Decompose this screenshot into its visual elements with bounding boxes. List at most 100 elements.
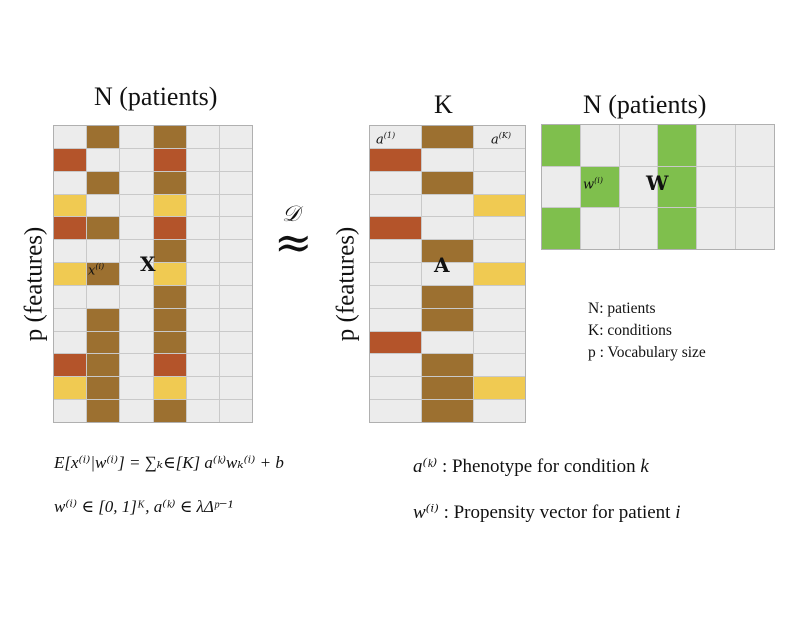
matrix-x-cell xyxy=(120,308,153,331)
matrix-a-cell xyxy=(370,263,421,285)
matrix-x-cell xyxy=(54,285,87,308)
matrix-x-cell-label: x(i) xyxy=(88,262,105,279)
matrix-x-cell xyxy=(186,240,219,263)
matrix-x-cell xyxy=(87,354,120,377)
matrix-x-cell xyxy=(87,148,120,171)
matrix-a-cell xyxy=(474,263,525,285)
matrix-x-cell xyxy=(153,171,186,194)
matrix-w-cell xyxy=(580,125,619,166)
matrix-a-cell xyxy=(370,331,421,354)
matrix-w-cell xyxy=(658,125,697,166)
matrix-x-cell xyxy=(219,148,252,171)
matrix-x-cell xyxy=(219,285,252,308)
matrix-x-cell xyxy=(87,240,120,263)
phenotype-symbol: a⁽ᵏ⁾ xyxy=(413,456,438,477)
matrix-x-cell xyxy=(153,285,186,308)
matrix-a-cell xyxy=(422,285,473,308)
matrix-x-cell xyxy=(120,400,153,422)
matrix-w-cell xyxy=(542,166,580,208)
phenotype-var: k xyxy=(640,456,649,477)
matrix-x-cell xyxy=(120,148,153,171)
matrix-w-cell xyxy=(697,125,736,166)
legend-item-n: N: patients xyxy=(588,300,656,317)
matrix-x-cell xyxy=(54,400,87,422)
matrix-x-cell xyxy=(153,263,186,285)
matrix-x-cell xyxy=(87,126,120,148)
matrix-x-cell xyxy=(219,400,252,422)
matrix-x-cell xyxy=(87,171,120,194)
matrix-w-cell xyxy=(736,208,774,249)
matrix-w-cell xyxy=(736,166,774,208)
matrix-a-cell xyxy=(422,171,473,194)
matrix-a-cell xyxy=(422,308,473,331)
matrix-w-cell-label: w(i) xyxy=(583,176,603,193)
matrix-x-cell xyxy=(54,377,87,400)
matrix-x-cell xyxy=(153,194,186,217)
matrix-x-cell xyxy=(219,377,252,400)
matrix-x-symbol: X xyxy=(140,252,156,276)
matrix-x-cell xyxy=(153,331,186,354)
matrix-w-cell xyxy=(619,208,658,249)
matrix-x-cell xyxy=(87,308,120,331)
matrix-x-cell xyxy=(219,331,252,354)
matrix-x-cell xyxy=(186,285,219,308)
matrix-x-cell xyxy=(87,263,120,285)
matrix-x-cell xyxy=(219,263,252,285)
matrix-a-cell xyxy=(474,171,525,194)
matrix-x-cell xyxy=(219,308,252,331)
propensity-var: i xyxy=(675,502,681,523)
approx-symbol: ≈ xyxy=(274,215,313,269)
matrix-x-cell xyxy=(120,263,153,285)
legend-item-k: K: conditions xyxy=(588,322,672,339)
a-column-title: K xyxy=(434,90,453,119)
matrix-w-cell xyxy=(619,125,658,166)
matrix-a-cell xyxy=(370,148,421,171)
matrix-a-cell xyxy=(474,148,525,171)
matrix-a-cell xyxy=(422,148,473,171)
w-column-title: N (patients) xyxy=(583,90,707,119)
matrix-x-cell xyxy=(54,240,87,263)
matrix-x-cell xyxy=(219,171,252,194)
matrix-x-cell xyxy=(54,308,87,331)
matrix-a-cell xyxy=(422,400,473,422)
matrix-x-cell xyxy=(120,240,153,263)
matrix-x xyxy=(53,125,253,423)
propensity-text: : Propensity vector for patient xyxy=(443,502,671,523)
matrix-x-cell xyxy=(153,377,186,400)
matrix-a-first-col-label: a(1) xyxy=(376,131,396,148)
matrix-w-cell xyxy=(697,208,736,249)
matrix-x-cell xyxy=(153,308,186,331)
matrix-x-cell xyxy=(219,194,252,217)
matrix-x-cell xyxy=(87,217,120,240)
matrix-a-cell xyxy=(474,377,525,400)
matrix-x-cell xyxy=(186,354,219,377)
phenotype-description: a⁽ᵏ⁾ : Phenotype for condition k xyxy=(413,455,649,478)
matrix-w-cell xyxy=(542,208,580,249)
matrix-a-cell xyxy=(474,240,525,263)
matrix-w-cell xyxy=(658,208,697,249)
matrix-x-cell xyxy=(186,331,219,354)
matrix-x-cell xyxy=(186,263,219,285)
matrix-a-cell xyxy=(422,331,473,354)
matrix-x-cell xyxy=(54,331,87,354)
matrix-a-cell xyxy=(370,308,421,331)
matrix-a-cell xyxy=(370,217,421,240)
matrix-x-cell xyxy=(87,331,120,354)
matrix-x-cell xyxy=(54,263,87,285)
matrix-a-last-col-label: a(K) xyxy=(491,131,512,148)
matrix-a-symbol: A xyxy=(434,253,450,277)
matrix-a-cell xyxy=(422,194,473,217)
matrix-x-cell xyxy=(120,194,153,217)
matrix-w xyxy=(541,124,775,250)
matrix-w-cell xyxy=(736,125,774,166)
matrix-a-cell xyxy=(370,377,421,400)
legend-item-p: p : Vocabulary size xyxy=(588,344,706,361)
matrix-w-cell xyxy=(658,166,697,208)
matrix-a-cell xyxy=(422,263,473,285)
matrix-x-cell xyxy=(153,354,186,377)
matrix-a-cell xyxy=(370,400,421,422)
matrix-a xyxy=(369,125,526,423)
matrix-x-cell xyxy=(219,240,252,263)
matrix-a-cell xyxy=(422,217,473,240)
matrix-x-cell xyxy=(87,400,120,422)
